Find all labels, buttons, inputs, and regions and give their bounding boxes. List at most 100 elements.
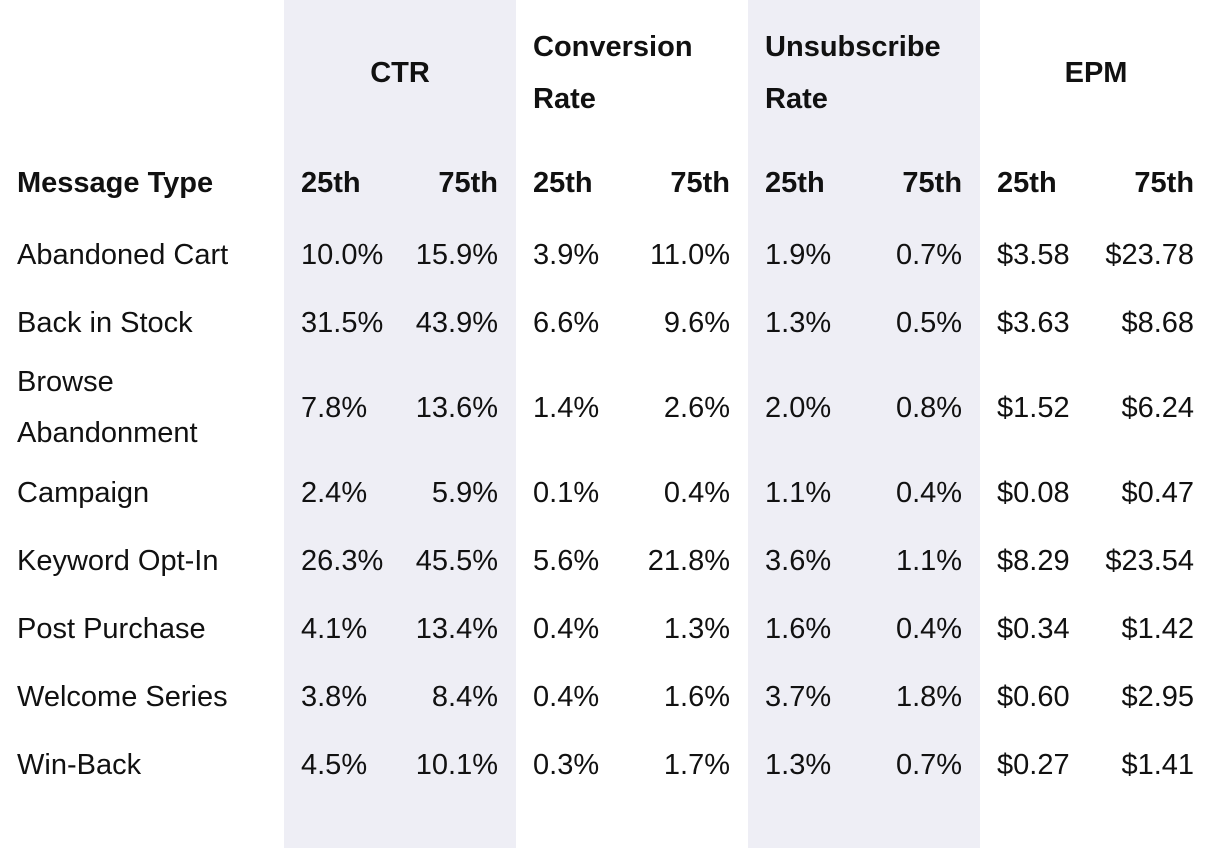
cell: 10.1% — [415, 748, 499, 781]
cell: $0.34 — [997, 612, 1070, 645]
cell: $0.27 — [997, 748, 1070, 781]
cell: 21.8% — [647, 544, 731, 577]
cell: 7.8% — [301, 391, 368, 424]
group-header-row: CTR Conversion Rate Unsubscribe Rate EPM — [0, 0, 1212, 146]
cell: 11.0% — [649, 238, 731, 271]
group-header: EPM — [1064, 57, 1128, 89]
cell: 1.1% — [765, 476, 832, 509]
cell: 0.3% — [533, 748, 600, 781]
cell: 0.7% — [895, 238, 963, 271]
cell: 1.1% — [895, 544, 963, 577]
column-shade — [748, 0, 980, 848]
benchmark-table: CTR Conversion Rate Unsubscribe Rate EPM… — [0, 0, 1212, 799]
column-header: 25th — [765, 167, 825, 199]
table-row: Abandoned Cart 10.0% 15.9% 3.9% 11.0% 1.9% 0.7… — [0, 221, 1212, 289]
column-header: Message Type — [17, 167, 214, 199]
cell: 0.8% — [895, 391, 963, 424]
cell: 4.5% — [301, 748, 368, 781]
cell: $8.68 — [1121, 306, 1195, 339]
cell: $1.41 — [1121, 748, 1195, 781]
cell: 1.3% — [663, 612, 731, 645]
cell: 1.9% — [765, 238, 832, 271]
row-label: Win-Back — [17, 748, 142, 781]
cell: 43.9% — [415, 306, 499, 339]
cell: $1.52 — [997, 391, 1070, 424]
cell: 3.8% — [301, 680, 368, 713]
column-header: 75th — [1134, 167, 1195, 199]
empty-header — [0, 0, 284, 146]
cell: $6.24 — [1121, 391, 1195, 424]
row-label: Welcome Series — [17, 680, 228, 713]
cell: 5.9% — [431, 476, 499, 509]
cell: 13.6% — [415, 391, 499, 424]
cell: $23.78 — [1105, 238, 1195, 271]
cell: $0.60 — [997, 680, 1070, 713]
row-label: Keyword Opt-In — [17, 544, 219, 577]
table-row: Welcome Series 3.8% 8.4% 0.4% 1.6% 3.7% 1.8% $0… — [0, 663, 1212, 731]
row-label: Post Purchase — [17, 612, 206, 645]
cell: $0.47 — [1121, 476, 1195, 509]
cell: $23.54 — [1105, 544, 1195, 577]
cell: 0.4% — [663, 476, 731, 509]
table-row: Browse Abandonment 7.8% 13.6% 1.4% 2.6% 2.0% 0… — [0, 357, 1212, 459]
cell: 4.1% — [301, 612, 368, 645]
cell: 1.6% — [663, 680, 731, 713]
cell: 3.7% — [765, 680, 832, 713]
cell: 0.4% — [895, 476, 963, 509]
table-row: Campaign 2.4% 5.9% 0.1% 0.4% 1.1% 0.4% $0.08 $0.… — [0, 459, 1212, 527]
cell: 1.6% — [765, 612, 832, 645]
cell: 26.3% — [301, 544, 384, 577]
cell: 45.5% — [415, 544, 499, 577]
table-row: Post Purchase 4.1% 13.4% 0.4% 1.3% 1.6% 0.4% $0… — [0, 595, 1212, 663]
column-header: 75th — [670, 167, 731, 199]
cell: 0.7% — [895, 748, 963, 781]
cell: 6.6% — [533, 306, 600, 339]
cell: 5.6% — [533, 544, 600, 577]
cell: 0.4% — [533, 612, 600, 645]
cell: 0.1% — [533, 476, 600, 509]
group-header: Unsubscribe Rate — [765, 31, 941, 115]
cell: 8.4% — [431, 680, 499, 713]
cell: 2.6% — [663, 391, 731, 424]
column-header: 25th — [533, 167, 593, 199]
cell: $0.08 — [997, 476, 1070, 509]
cell: 1.7% — [663, 748, 731, 781]
row-label: Back in Stock — [17, 306, 193, 339]
cell: 3.6% — [765, 544, 832, 577]
cell: 2.0% — [765, 391, 832, 424]
column-header: 25th — [997, 167, 1057, 199]
row-label: Campaign — [17, 476, 150, 509]
cell: 0.4% — [895, 612, 963, 645]
table-row: Back in Stock 31.5% 43.9% 6.6% 9.6% 1.3% 0.5% $… — [0, 289, 1212, 357]
group-header: CTR — [370, 57, 430, 89]
table-row: Keyword Opt-In 26.3% 45.5% 5.6% 21.8% 3.6% 1.1… — [0, 527, 1212, 595]
row-label: Abandoned Cart — [17, 238, 229, 271]
column-shade — [284, 0, 516, 848]
row-label: Browse Abandonment — [17, 366, 198, 449]
cell: 1.8% — [895, 680, 963, 713]
table-body: Abandoned Cart 10.0% 15.9% 3.9% 11.0% 1.9% 0.7… — [0, 221, 1212, 799]
cell: 2.4% — [301, 476, 368, 509]
column-header: 25th — [301, 167, 361, 199]
cell: $3.63 — [997, 306, 1070, 339]
table-row: Win-Back 4.5% 10.1% 0.3% 1.7% 1.3% 0.7% $0.27 $1… — [0, 731, 1212, 799]
column-header-row: Message Type 25th 75th 25th 75th 25th 75th 25th… — [0, 146, 1212, 221]
cell: 15.9% — [415, 238, 499, 271]
cell: 0.4% — [533, 680, 600, 713]
cell: $2.95 — [1121, 680, 1195, 713]
cell: 1.3% — [765, 748, 832, 781]
cell: 13.4% — [415, 612, 499, 645]
cell: 31.5% — [301, 306, 384, 339]
cell: 0.5% — [895, 306, 963, 339]
cell: 9.6% — [663, 306, 731, 339]
column-header: 75th — [438, 167, 499, 199]
column-header: 75th — [902, 167, 963, 199]
cell: 3.9% — [533, 238, 600, 271]
cell: $1.42 — [1121, 612, 1195, 645]
cell: 1.4% — [533, 391, 600, 424]
cell: 10.0% — [301, 238, 384, 271]
cell: $3.58 — [997, 238, 1070, 271]
cell: 1.3% — [765, 306, 832, 339]
cell: $8.29 — [997, 544, 1070, 577]
